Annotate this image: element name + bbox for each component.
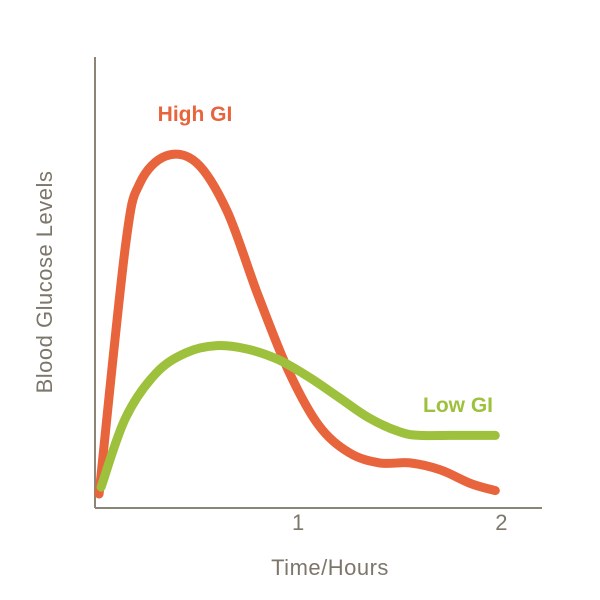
x-tick-label: 1: [292, 510, 304, 535]
series-line-high-gi: [94, 149, 500, 499]
series-group: High GI Low GI: [94, 103, 500, 499]
series-label-high-gi: High GI: [158, 103, 233, 126]
y-axis-title: Blood Glucose Levels: [32, 171, 57, 394]
x-axis-title: Time/Hours: [271, 555, 389, 580]
x-tick-label: 2: [495, 510, 507, 535]
series-label-low-gi: Low GI: [423, 394, 493, 417]
series-line-low-gi: [96, 341, 500, 492]
